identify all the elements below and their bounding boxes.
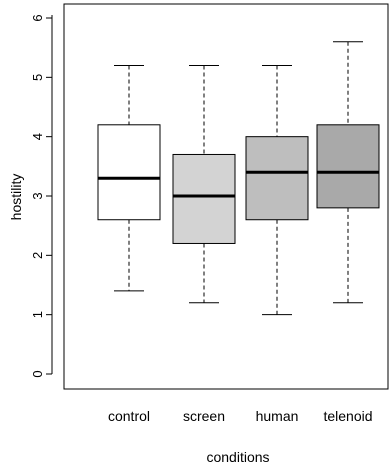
iqr-box — [97, 124, 161, 221]
y-tick-label: 4 — [30, 133, 45, 140]
x-tick-label: telenoid — [323, 408, 372, 424]
iqr-box — [172, 153, 236, 244]
y-tick-label: 3 — [30, 192, 45, 199]
y-tick-label: 2 — [30, 252, 45, 259]
box-human — [245, 64, 309, 316]
plot-frame — [63, 3, 389, 390]
iqr-box — [245, 136, 309, 221]
y-axis-label: hostility — [8, 174, 24, 221]
x-tick-label: screen — [183, 408, 225, 424]
iqr-box — [316, 124, 380, 209]
x-axis-label: conditions — [206, 449, 269, 465]
y-tick-label: 6 — [30, 14, 45, 21]
y-tick-label: 1 — [30, 311, 45, 318]
box-telenoid — [316, 41, 380, 304]
x-tick-label: human — [256, 408, 299, 424]
y-tick-label: 5 — [30, 74, 45, 81]
box-screen — [172, 64, 236, 304]
x-tick-label: control — [108, 408, 150, 424]
box-control — [97, 64, 161, 292]
y-tick-label: 0 — [30, 370, 45, 377]
